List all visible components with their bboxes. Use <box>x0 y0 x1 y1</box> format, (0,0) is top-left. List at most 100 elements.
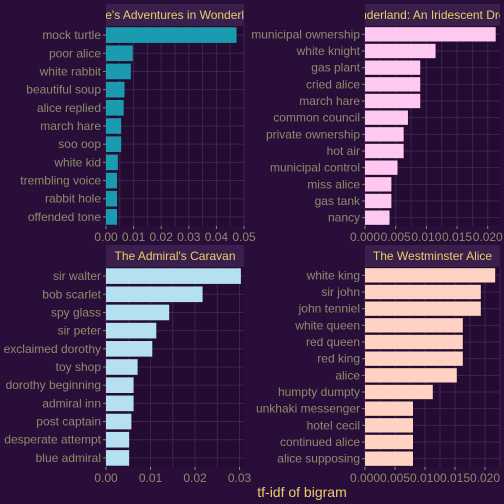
bar <box>365 110 408 125</box>
x-tick-label: 0.01 <box>122 230 146 244</box>
category-label: march hare <box>299 94 360 108</box>
category-label: alice replied <box>37 101 101 115</box>
bar <box>106 172 118 189</box>
bar <box>106 304 170 321</box>
category-label: mock turtle <box>42 28 101 42</box>
bar <box>106 27 237 43</box>
facet-panel: Alice's Adventures in Wonderland mock tur… <box>20 4 256 244</box>
category-label: trembling voice <box>20 174 101 188</box>
bar <box>106 190 118 207</box>
bar <box>365 27 496 42</box>
bar <box>106 395 134 412</box>
panel-background <box>365 267 500 467</box>
x-tick-label: 0.015 <box>442 230 472 244</box>
facet-panel: The Westminster Alice white king sir john j… <box>256 245 501 485</box>
bar <box>365 210 390 225</box>
category-label: bob scarlet <box>42 287 101 301</box>
category-label: white queen <box>294 318 360 332</box>
category-label: gas tank <box>315 194 361 208</box>
x-tick-label: 0.010 <box>411 230 441 244</box>
category-label: white king <box>306 268 360 282</box>
bar <box>106 322 157 339</box>
bar <box>365 160 398 175</box>
category-label: red queen <box>306 335 360 349</box>
x-tick-label: 0.01 <box>139 471 163 485</box>
bar <box>365 451 413 466</box>
bar <box>365 334 463 350</box>
category-label: toy shop <box>56 360 102 374</box>
facet-title: Blunderland: An Iridescent Dream <box>343 8 504 22</box>
bar <box>365 284 481 300</box>
x-tick-label: 0.000 <box>350 230 380 244</box>
bar <box>106 118 122 134</box>
bar <box>365 434 413 450</box>
category-label: sir peter <box>58 324 101 338</box>
category-label: white kid <box>53 155 101 169</box>
category-label: white knight <box>296 44 361 58</box>
facet-strip <box>365 4 500 26</box>
category-label: exclaimed dorothy <box>4 342 101 356</box>
facet-strip <box>106 245 244 267</box>
bar <box>106 377 134 393</box>
category-label: sir john <box>321 285 360 299</box>
x-tick-label: 0.005 <box>381 230 411 244</box>
category-label: sir walter <box>53 269 101 283</box>
facet-strip <box>106 4 244 26</box>
bar <box>365 77 421 92</box>
category-label: miss alice <box>307 177 360 191</box>
category-label: cried alice <box>306 77 360 91</box>
x-tick-label: 0.03 <box>228 471 252 485</box>
x-tick-label: 0.02 <box>183 471 207 485</box>
category-label: humpty dumpty <box>278 385 360 399</box>
bar <box>106 341 153 357</box>
bar <box>106 209 118 225</box>
x-tick-label: 0.00 <box>94 471 118 485</box>
bar <box>365 301 481 316</box>
bar <box>365 351 463 366</box>
bar <box>106 154 118 171</box>
bar <box>106 268 241 284</box>
facet-title: The Westminster Alice <box>373 249 492 263</box>
category-label: continued alice <box>280 435 360 449</box>
x-tick-label: 0.05 <box>232 230 256 244</box>
bar <box>365 368 457 383</box>
x-tick-label: 0.04 <box>205 230 229 244</box>
x-tick-label: 0.00 <box>94 230 118 244</box>
category-label: post captain <box>36 415 101 429</box>
bar <box>106 431 130 448</box>
bar <box>106 286 203 303</box>
bar <box>365 60 421 75</box>
bar <box>365 384 433 400</box>
x-tick-label: 0.03 <box>177 230 201 244</box>
category-label: soo oop <box>58 137 101 151</box>
category-label: desperate attempt <box>4 433 101 447</box>
category-label: march hare <box>40 119 101 133</box>
category-label: common council <box>273 111 360 125</box>
category-label: rabbit hole <box>45 192 101 206</box>
facet-title: The Admiral's Caravan <box>114 249 235 263</box>
category-label: hot air <box>327 144 360 158</box>
category-label: poor alice <box>49 46 101 60</box>
bar <box>365 43 436 59</box>
category-label: red king <box>317 352 360 366</box>
category-label: unkhaki messenger <box>256 402 360 416</box>
x-tick-label: 0.015 <box>440 471 470 485</box>
category-label: john tenniel <box>298 302 360 316</box>
bar <box>365 401 413 416</box>
category-label: municipal ownership <box>251 27 360 41</box>
x-tick-label: 0.020 <box>470 471 500 485</box>
x-tick-label: 0.02 <box>150 230 174 244</box>
x-tick-label: 0.005 <box>380 471 410 485</box>
category-label: gas plant <box>311 61 360 75</box>
bar <box>106 136 122 152</box>
bar <box>106 413 132 430</box>
bar <box>106 45 133 62</box>
bar <box>365 193 392 209</box>
category-label: municipal control <box>270 161 360 175</box>
category-label: private ownership <box>266 127 360 141</box>
category-label: admiral inn <box>42 396 101 410</box>
panel-background <box>365 26 500 226</box>
bar <box>106 100 124 116</box>
